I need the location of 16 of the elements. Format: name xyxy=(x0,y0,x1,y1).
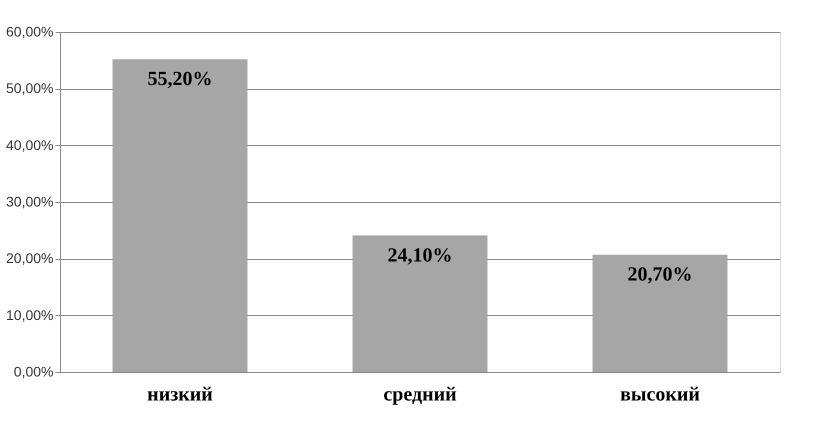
x-tick-label: средний xyxy=(383,384,457,406)
x-tick-label: высокий xyxy=(620,384,700,406)
bar xyxy=(592,254,728,372)
data-label: 20,70% xyxy=(628,264,692,286)
x-tick-label: низкий xyxy=(147,384,213,406)
y-tick-label: 40,00% xyxy=(6,136,54,153)
data-label: 55,20% xyxy=(148,68,212,90)
y-tick-label: 0,00% xyxy=(14,364,54,380)
y-tick-label: 20,00% xyxy=(6,250,54,266)
data-label: 24,10% xyxy=(388,244,452,266)
y-tick-label: 50,00% xyxy=(6,80,54,96)
bar xyxy=(352,235,488,372)
y-tick-label: 30,00% xyxy=(6,194,54,210)
y-tick-label: 60,00% xyxy=(6,24,54,40)
y-tick-label: 10,00% xyxy=(6,306,54,323)
bar xyxy=(112,59,248,372)
